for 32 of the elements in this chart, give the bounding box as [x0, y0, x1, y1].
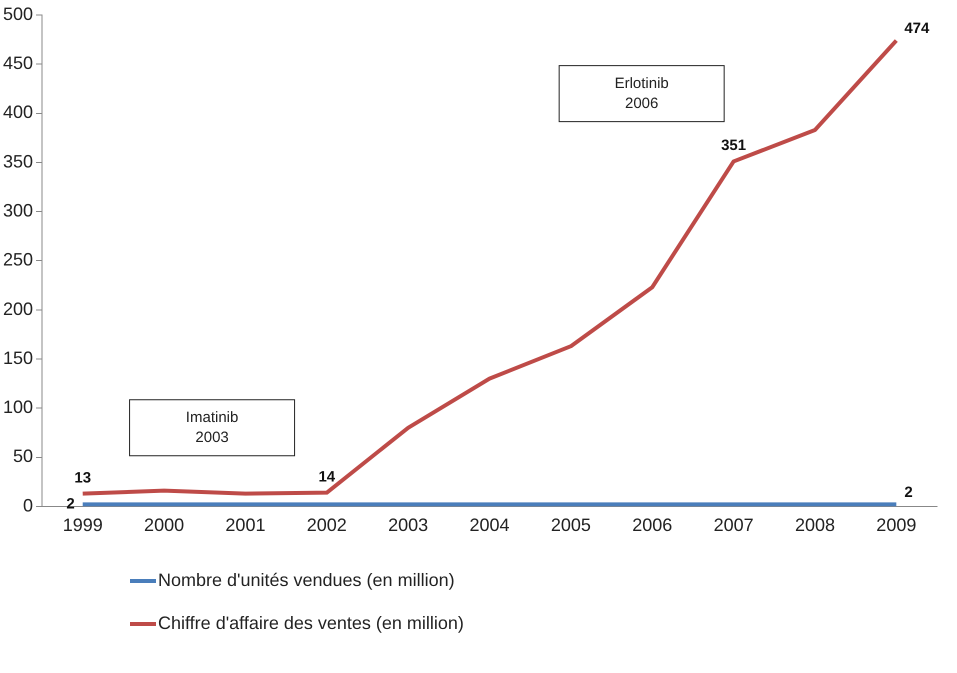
x-tick-label: 1999	[62, 515, 103, 536]
y-tick-label: 200	[2, 298, 34, 319]
x-tick-label: 2002	[306, 515, 347, 536]
x-tick-label: 2009	[876, 515, 916, 536]
data-label: 474	[904, 20, 930, 38]
y-tick-label: 150	[2, 348, 34, 368]
x-tick-label: 2005	[550, 515, 591, 536]
data-label: 2	[66, 496, 75, 513]
annotation: Erlotinib 2006	[614, 74, 669, 112]
y-tick-label: 400	[2, 102, 34, 122]
y-tick-label: 50	[13, 446, 34, 466]
y-tick-label: 450	[2, 53, 34, 74]
data-label: 14	[318, 468, 336, 486]
data-label: 13	[74, 469, 92, 486]
data-label: 351	[721, 137, 746, 154]
data-label: 2	[904, 484, 913, 502]
x-tick-label: 2003	[388, 515, 428, 536]
legend-label: Nombre d'unités vendues (en million)	[158, 570, 455, 591]
x-tick-label: 2006	[632, 515, 672, 536]
y-tick-label: 0	[23, 495, 34, 516]
x-tick-label: 2000	[144, 515, 184, 536]
x-tick-label: 2004	[469, 515, 510, 536]
x-tick-label: 2001	[225, 515, 266, 536]
annotation: Imatinib 2003	[186, 408, 238, 446]
y-tick-label: 100	[2, 397, 34, 418]
y-tick-label: 300	[2, 200, 34, 221]
y-tick-label: 350	[2, 151, 34, 172]
y-tick-label: 250	[2, 250, 34, 270]
x-tick-label: 2008	[794, 515, 835, 536]
legend-label: Chiffre d'affaire des ventes (en million)	[158, 613, 464, 634]
x-tick-label: 2007	[714, 515, 754, 536]
y-tick-label: 500	[2, 4, 34, 24]
